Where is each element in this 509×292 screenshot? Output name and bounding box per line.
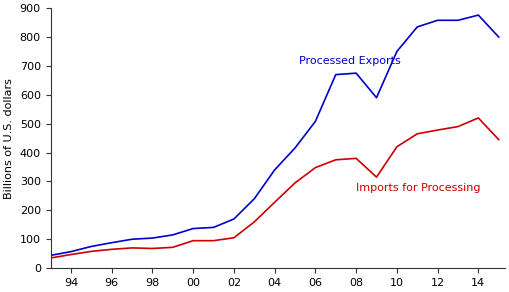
Y-axis label: Billions of U.S. dollars: Billions of U.S. dollars [4, 78, 14, 199]
Text: Processed Exports: Processed Exports [299, 56, 401, 66]
Text: Imports for Processing: Imports for Processing [356, 183, 480, 193]
